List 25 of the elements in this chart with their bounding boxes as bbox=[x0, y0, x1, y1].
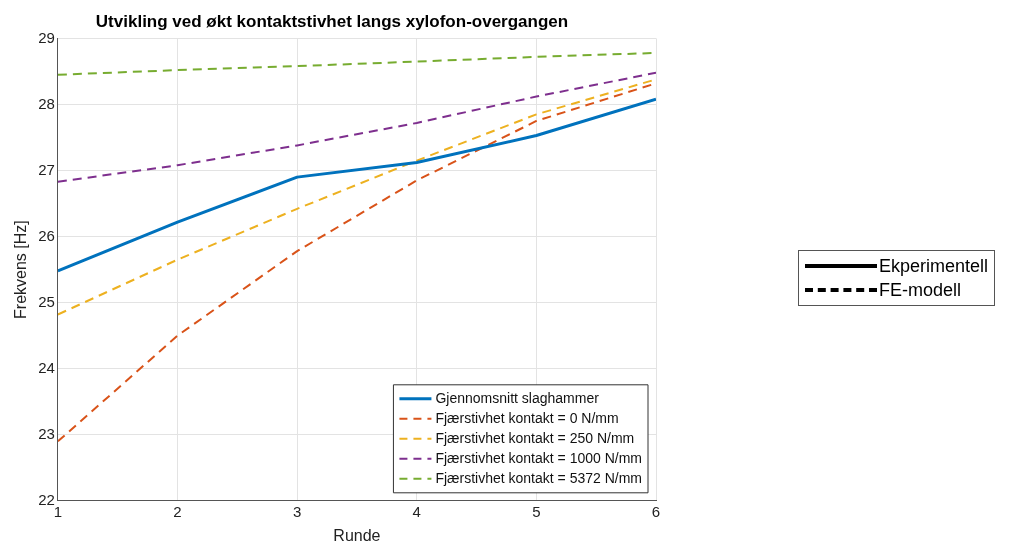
x-axis-title: Runde bbox=[333, 526, 381, 544]
legend-label: Fjærstivhet kontakt = 250 N/mm bbox=[435, 429, 635, 446]
legend-label: Fjærstivhet kontakt = 5372 N/mm bbox=[435, 469, 642, 486]
y-tick-label: 25 bbox=[38, 292, 55, 310]
y-tick-label: 26 bbox=[38, 226, 55, 244]
text: FE-modell bbox=[879, 279, 962, 302]
text: Ekperimentell bbox=[879, 255, 989, 278]
legend-label: Gjennomsnitt slaghammer bbox=[435, 389, 600, 406]
x-tick-label: 5 bbox=[532, 502, 541, 520]
y-tick-label: 29 bbox=[38, 28, 55, 46]
y-tick-label: 23 bbox=[38, 424, 55, 442]
y-tick-label: 22 bbox=[38, 490, 55, 508]
chart-title: Utvikling ved økt kontaktstivhet langs xylofon-overgangen bbox=[95, 11, 569, 31]
x-tick-label: 2 bbox=[173, 502, 182, 520]
y-axis-title: Frekvens [Hz] bbox=[12, 220, 30, 319]
y-tick-label: 27 bbox=[38, 160, 55, 178]
legend-label: Fjærstivhet kontakt = 0 N/mm bbox=[435, 409, 619, 426]
x-tick-label: 6 bbox=[651, 502, 661, 520]
x-tick-label: 3 bbox=[292, 502, 302, 520]
x-tick-label: 1 bbox=[53, 502, 63, 520]
y-tick-label: 28 bbox=[38, 94, 55, 112]
x-tick-label: 4 bbox=[412, 502, 421, 520]
y-tick-label: 24 bbox=[38, 358, 55, 376]
line-series bbox=[57, 71, 656, 183]
legend-label: Fjærstivhet kontakt = 1000 N/mm bbox=[435, 449, 642, 466]
